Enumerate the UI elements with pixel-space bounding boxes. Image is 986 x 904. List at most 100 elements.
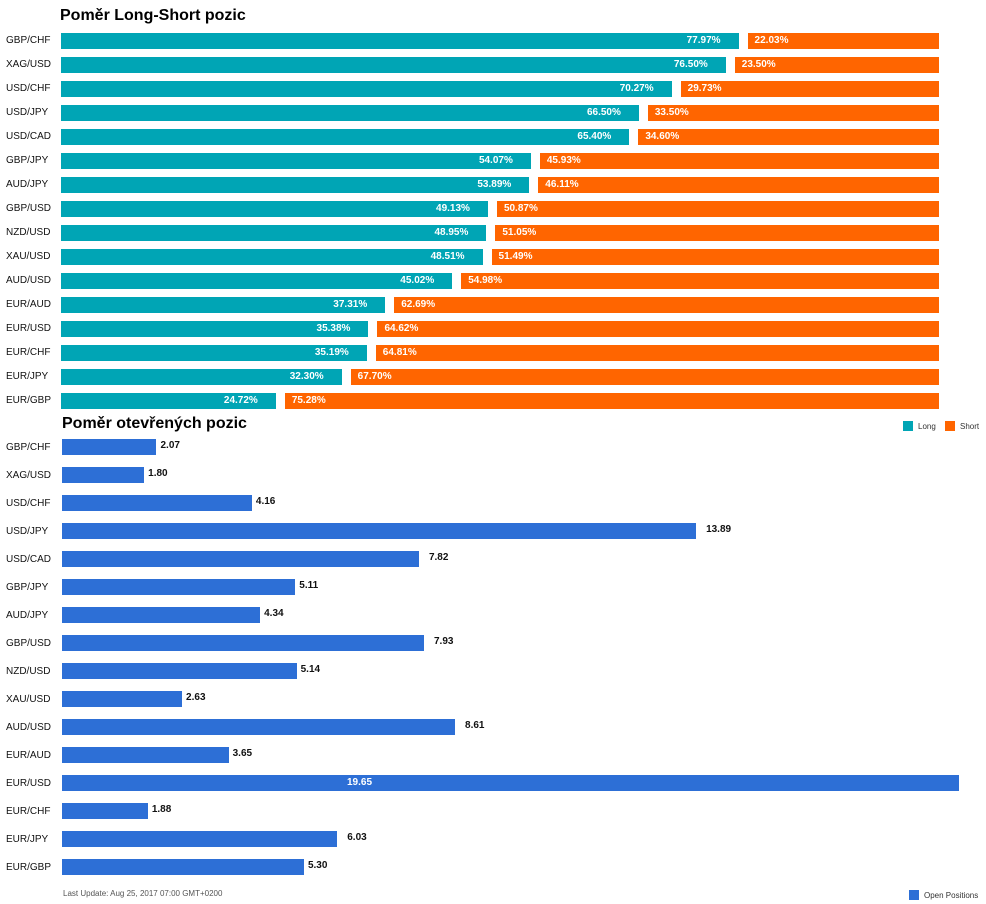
long-bar-eur-chf bbox=[61, 345, 367, 361]
legend-item-open-positions: Open Positions bbox=[909, 890, 978, 900]
category-label-eur-jpy: EUR/JPY bbox=[6, 371, 49, 382]
legend-swatch-long bbox=[903, 421, 913, 431]
short-value-label-gbp-usd: 50.87% bbox=[503, 203, 538, 214]
open-positions-bar-xau-usd bbox=[62, 691, 183, 707]
category-label-eur-gbp: EUR/GBP bbox=[6, 395, 52, 406]
long-value-label-xag-usd: 76.50% bbox=[673, 59, 708, 70]
legend-swatch-open-positions bbox=[909, 890, 919, 900]
short-value-label-nzd-usd: 51.05% bbox=[502, 227, 537, 238]
category-label-aud-usd-open: AUD/USD bbox=[6, 722, 52, 733]
category-label-eur-aud: EUR/AUD bbox=[6, 299, 52, 310]
long-value-label-gbp-jpy: 54.07% bbox=[478, 155, 513, 166]
open-positions-bar-usd-chf bbox=[62, 495, 252, 511]
short-bar-nzd-usd bbox=[495, 225, 939, 241]
short-bar-eur-aud bbox=[394, 297, 939, 313]
long-value-label-eur-chf: 35.19% bbox=[314, 347, 349, 358]
open-positions-value-label-xag-usd: 1.80 bbox=[148, 468, 168, 479]
short-bar-xau-usd bbox=[491, 249, 939, 265]
category-label-gbp-jpy-open: GBP/JPY bbox=[6, 582, 49, 593]
long-value-label-gbp-usd: 49.13% bbox=[436, 203, 470, 214]
category-label-nzd-usd: NZD/USD bbox=[6, 227, 51, 238]
legend-swatch-short bbox=[945, 421, 955, 431]
long-bar-aud-usd bbox=[61, 273, 453, 289]
short-bar-eur-usd bbox=[377, 321, 939, 337]
open-positions-value-label-eur-gbp: 5.30 bbox=[307, 860, 328, 871]
open-positions-value-label-gbp-chf: 2.07 bbox=[160, 440, 180, 451]
open-positions-value-label-xau-usd: 2.63 bbox=[186, 692, 206, 703]
category-label-eur-chf: EUR/CHF bbox=[6, 347, 51, 358]
last-update-text: Last Update: Aug 25, 2017 07:00 GMT+0200 bbox=[63, 889, 223, 898]
category-label-nzd-usd-open: NZD/USD bbox=[6, 666, 51, 677]
open-positions-chart-title: Poměr otevřených pozic bbox=[62, 415, 247, 432]
category-label-eur-usd-open: EUR/USD bbox=[6, 778, 52, 789]
category-label-usd-chf: USD/CHF bbox=[6, 83, 51, 94]
legend-item-long: Long bbox=[903, 421, 936, 431]
open-positions-bar-gbp-usd bbox=[62, 635, 424, 651]
long-bar-eur-usd bbox=[61, 321, 369, 337]
short-value-label-eur-chf: 64.81% bbox=[382, 347, 417, 358]
long-value-label-usd-cad: 65.40% bbox=[577, 131, 612, 142]
category-label-gbp-chf: GBP/CHF bbox=[6, 35, 51, 46]
short-bar-usd-jpy bbox=[647, 105, 939, 121]
open-positions-value-label-eur-usd: 19.65 bbox=[347, 777, 373, 788]
open-positions-bar-eur-gbp bbox=[62, 859, 304, 875]
open-positions-value-label-usd-cad: 7.82 bbox=[428, 552, 449, 563]
long-value-label-nzd-usd: 48.95% bbox=[434, 227, 469, 238]
short-bar-aud-usd bbox=[461, 273, 939, 289]
open-positions-value-label-eur-chf: 1.88 bbox=[151, 804, 172, 815]
category-label-eur-usd: EUR/USD bbox=[6, 323, 52, 334]
open-positions-value-label-usd-jpy: 13.89 bbox=[706, 524, 732, 535]
long-value-label-eur-jpy: 32.30% bbox=[289, 371, 324, 382]
short-bar-aud-jpy bbox=[538, 177, 939, 193]
category-label-usd-jpy-open: USD/JPY bbox=[6, 526, 49, 537]
short-bar-gbp-jpy bbox=[539, 153, 939, 169]
open-positions-bar-aud-jpy bbox=[62, 607, 261, 623]
category-label-usd-cad-open: USD/CAD bbox=[6, 554, 52, 565]
long-bar-gbp-jpy bbox=[61, 153, 531, 169]
open-positions-bar-xag-usd bbox=[62, 467, 145, 483]
long-short-chart-title: Poměr Long-Short pozic bbox=[60, 7, 246, 24]
category-label-aud-usd: AUD/USD bbox=[6, 275, 52, 286]
open-positions-bar-aud-usd bbox=[62, 719, 456, 735]
long-bar-xau-usd bbox=[61, 249, 483, 265]
open-positions-bar-usd-jpy bbox=[62, 523, 697, 539]
short-value-label-usd-cad: 34.60% bbox=[645, 131, 680, 142]
short-value-label-gbp-jpy: 45.93% bbox=[546, 155, 581, 166]
short-bar-gbp-usd bbox=[496, 201, 939, 217]
category-label-eur-jpy-open: EUR/JPY bbox=[6, 834, 49, 845]
short-bar-eur-jpy bbox=[350, 369, 939, 385]
short-value-label-eur-jpy: 67.70% bbox=[357, 371, 392, 382]
short-bar-eur-chf bbox=[375, 345, 939, 361]
short-value-label-usd-chf: 29.73% bbox=[687, 83, 722, 94]
category-label-usd-jpy: USD/JPY bbox=[6, 107, 49, 118]
category-label-usd-chf-open: USD/CHF bbox=[6, 498, 51, 509]
category-label-xau-usd: XAU/USD bbox=[6, 251, 51, 262]
open-positions-bar-eur-aud bbox=[62, 747, 229, 763]
category-label-eur-chf-open: EUR/CHF bbox=[6, 806, 51, 817]
long-value-label-aud-usd: 45.02% bbox=[400, 275, 435, 286]
short-value-label-aud-usd: 54.98% bbox=[468, 275, 503, 286]
open-positions-value-label-gbp-usd: 7.93 bbox=[433, 636, 454, 647]
short-bar-gbp-chf bbox=[747, 33, 939, 49]
long-value-label-gbp-chf: 77.97% bbox=[686, 35, 721, 46]
legend-label-open-positions: Open Positions bbox=[924, 890, 979, 900]
long-value-label-usd-chf: 70.27% bbox=[619, 83, 654, 94]
short-value-label-eur-aud: 62.69% bbox=[401, 299, 436, 310]
open-positions-value-label-gbp-jpy: 5.11 bbox=[299, 580, 319, 591]
category-label-gbp-usd-open: GBP/USD bbox=[6, 638, 52, 649]
long-bar-eur-jpy bbox=[61, 369, 342, 385]
open-positions-bar-eur-jpy bbox=[62, 831, 338, 847]
long-bar-aud-jpy bbox=[61, 177, 530, 193]
short-value-label-eur-usd: 64.62% bbox=[384, 323, 419, 334]
category-label-xag-usd: XAG/USD bbox=[6, 59, 52, 70]
short-bar-usd-chf bbox=[680, 81, 939, 97]
open-positions-bar-gbp-jpy bbox=[62, 579, 296, 595]
open-positions-value-label-aud-jpy: 4.34 bbox=[264, 608, 284, 619]
long-bar-xag-usd bbox=[61, 57, 726, 73]
long-bar-nzd-usd bbox=[61, 225, 487, 241]
open-positions-bar-gbp-chf bbox=[62, 439, 157, 455]
short-value-label-eur-gbp: 75.28% bbox=[291, 395, 326, 406]
short-value-label-usd-jpy: 33.50% bbox=[654, 107, 689, 118]
category-label-xau-usd-open: XAU/USD bbox=[6, 694, 51, 705]
